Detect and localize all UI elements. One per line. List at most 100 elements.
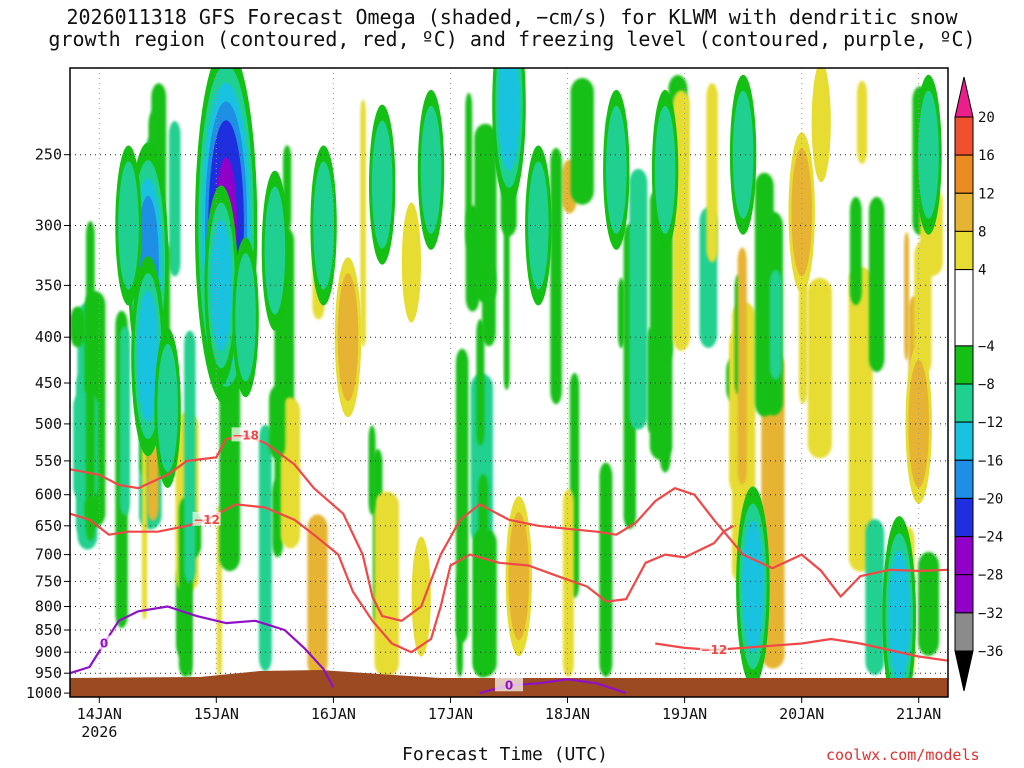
colorbar-segment <box>954 345 974 385</box>
omega-band <box>918 551 940 656</box>
omega-band <box>550 147 562 405</box>
contour-label: 0 <box>100 637 108 651</box>
omega-band <box>307 514 328 677</box>
contour-label-bg <box>192 511 221 526</box>
omega-cell <box>337 273 359 402</box>
x-axis-label: Forecast Time (UTC) <box>402 744 608 765</box>
omega-cell <box>401 202 421 323</box>
colorbar-segment <box>954 116 974 156</box>
y-tick-label: 650 <box>35 517 62 535</box>
x-tick-label: 20JAN <box>779 705 824 723</box>
contour-label: 0 <box>505 678 513 692</box>
credit-link[interactable]: coolwx.com/models <box>826 746 980 764</box>
omega-band <box>280 397 301 549</box>
omega-cell <box>264 186 286 315</box>
omega-band <box>865 519 885 676</box>
colorbar-tick-label: 4 <box>978 263 986 279</box>
omega-cell <box>811 68 831 183</box>
omega-cell <box>118 161 139 290</box>
colorbar-segment <box>954 536 974 576</box>
omega-cell <box>498 68 520 171</box>
chart-title-line-2: growth region (contoured, red, ºC) and f… <box>48 27 976 51</box>
snow-growth-contour <box>70 434 948 622</box>
contour-label-bg <box>699 642 728 656</box>
colorbar-segment <box>954 459 974 499</box>
omega-cell <box>918 90 939 219</box>
y-tick-label: 350 <box>35 276 62 294</box>
y-tick-label: 250 <box>35 146 62 164</box>
y-tick-label: 900 <box>35 643 62 661</box>
x-tick-label: 17JAN <box>428 705 473 723</box>
y-tick-label: 300 <box>35 217 62 235</box>
colorbar-segment <box>954 421 974 461</box>
colorbar-segment <box>954 612 974 652</box>
colorbar-top-triangle <box>954 76 974 118</box>
colorbar-tick-label: −8 <box>978 377 995 393</box>
omega-cell <box>137 290 159 422</box>
colorbar-tick-label: 20 <box>978 110 995 126</box>
colorbar-segment <box>954 383 974 423</box>
omega-cell <box>313 161 334 290</box>
x-tick-label: 19JAN <box>662 705 707 723</box>
chart-title: 2026011318 GFS Forecast Omega (shaded, −… <box>0 6 1024 50</box>
omega-band <box>478 474 489 586</box>
omega-cell <box>888 550 910 682</box>
omega-band <box>848 266 873 572</box>
y-tick-label: 550 <box>35 452 62 470</box>
omega-band <box>368 425 376 515</box>
colorbar: 20 16 12 8 4 −4 −8 −12 −16 −20 −24 −28 −32 −36 <box>954 76 1003 692</box>
y-tick-label: 450 <box>35 374 62 392</box>
omega-band <box>706 83 718 263</box>
omega-band <box>807 277 832 459</box>
colorbar-segment <box>954 497 974 537</box>
omega-cell <box>654 105 676 234</box>
omega-band <box>476 319 485 446</box>
omega-band <box>570 78 594 205</box>
x-tick-label: 15JAN <box>194 705 239 723</box>
omega-band <box>849 196 862 306</box>
contour-label-bg <box>90 635 119 650</box>
colorbar-segment <box>954 230 974 270</box>
contour-label: −12 <box>701 643 728 657</box>
colorbar-segment <box>954 574 974 614</box>
contour-lines: −12 −12 −18 0 0 <box>70 427 948 695</box>
colorbar-tick-label: −24 <box>978 530 1003 546</box>
colorbar-tick-label: −36 <box>978 644 1003 660</box>
colorbar-tick-label: −32 <box>978 606 1003 622</box>
omega-band <box>219 365 241 572</box>
omega-band <box>258 424 272 672</box>
omega-band <box>456 573 463 677</box>
colorbar-segment <box>954 154 974 194</box>
omega-band <box>70 306 85 348</box>
y-tick-label: 1000 <box>26 684 62 702</box>
axes: 250 300 350 400 450 500 550 600 650 700 750 800 850 9… <box>26 67 949 741</box>
omega-band <box>360 99 366 348</box>
omega-band <box>474 123 497 303</box>
colorbar-tick-label: 12 <box>978 186 995 202</box>
omega-band <box>184 330 196 583</box>
y-tick-label: 400 <box>35 328 62 346</box>
omega-cell <box>508 512 530 641</box>
omega-cell <box>371 120 393 249</box>
omega-band <box>503 213 510 391</box>
omega-cell <box>420 105 442 234</box>
x-tick-label: 16JAN <box>311 705 356 723</box>
omega-band <box>482 264 496 347</box>
omega-band <box>374 491 399 677</box>
omega-band <box>868 196 885 373</box>
y-tick-label: 750 <box>35 572 62 590</box>
omega-band <box>629 168 648 430</box>
colorbar-tick-label: 8 <box>978 224 986 240</box>
contour-label: −18 <box>232 428 259 442</box>
omega-band <box>769 269 782 380</box>
colorbar-tick-label: −28 <box>978 568 1003 584</box>
y-tick-label: 500 <box>35 415 62 433</box>
colorbar-tick-label: −4 <box>978 339 995 355</box>
colorbar-tick-label: 16 <box>978 148 995 164</box>
omega-cell <box>528 161 549 290</box>
colorbar-tick-label: −20 <box>978 491 1003 507</box>
y-tick-label: 950 <box>35 664 62 682</box>
x-tick-label: 18JAN <box>545 705 590 723</box>
y-tick-label: 600 <box>35 486 62 504</box>
